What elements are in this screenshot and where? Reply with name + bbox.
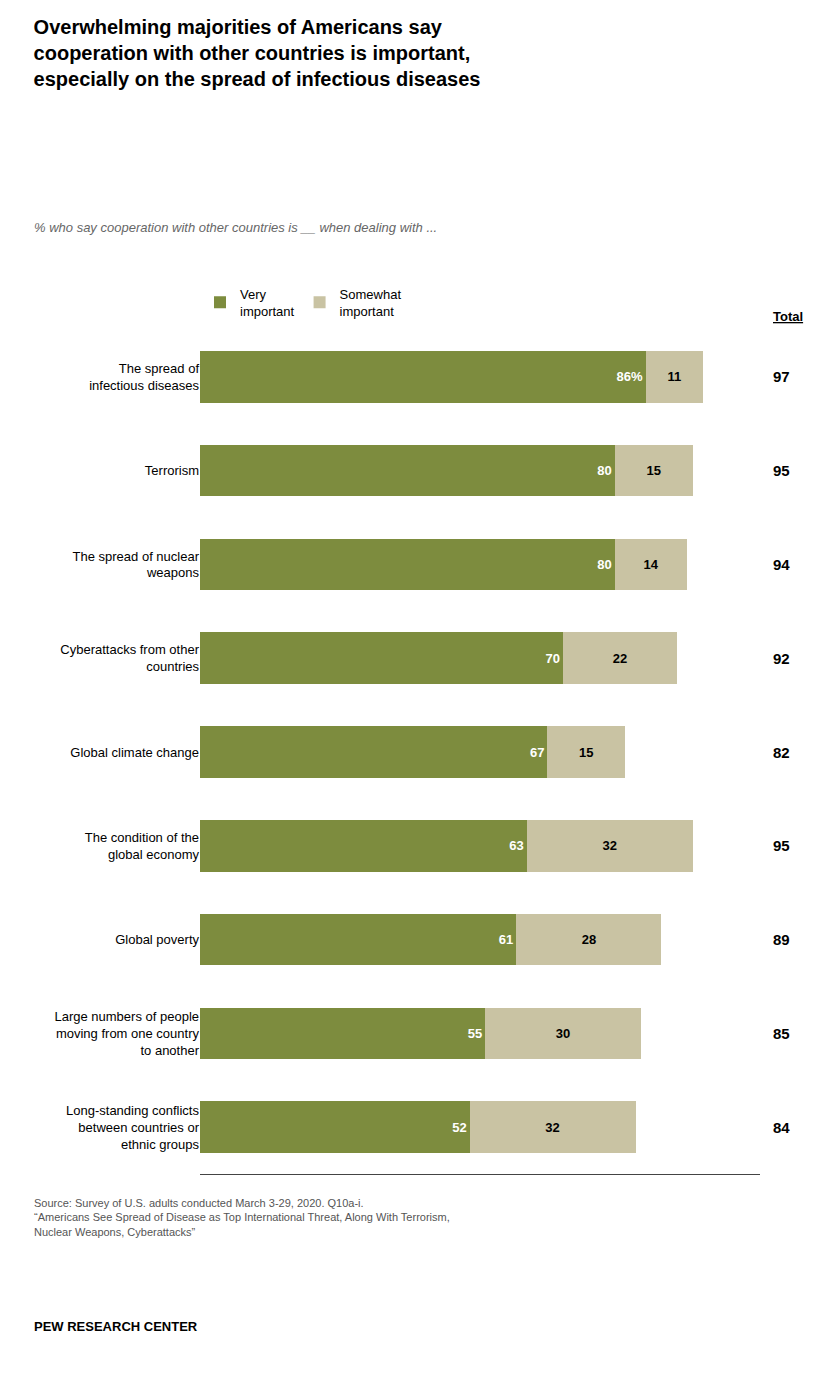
svg-text:Somewhatimportant: Somewhatimportant [340, 287, 402, 319]
svg-text:Terrorism: Terrorism [145, 463, 199, 478]
svg-text:97: 97 [773, 368, 790, 385]
svg-text:52: 52 [452, 1120, 466, 1135]
svg-text:63: 63 [509, 838, 523, 853]
svg-text:Source: Survey of U.S. adults: Source: Survey of U.S. adults conducted … [34, 1197, 450, 1238]
svg-text:61: 61 [499, 932, 513, 947]
svg-text:80: 80 [597, 557, 611, 572]
svg-text:The condition of theglobal eco: The condition of theglobal economy [85, 830, 200, 862]
svg-text:92: 92 [773, 650, 790, 667]
svg-text:84: 84 [773, 1119, 790, 1136]
svg-text:95: 95 [773, 462, 790, 479]
svg-text:15: 15 [579, 745, 593, 760]
svg-text:Global climate change: Global climate change [70, 745, 199, 760]
svg-text:30: 30 [556, 1026, 570, 1041]
svg-text:% who say cooperation with oth: % who say cooperation with other countri… [34, 220, 437, 235]
svg-text:Global poverty: Global poverty [115, 932, 199, 947]
svg-text:15: 15 [646, 463, 660, 478]
svg-text:Veryimportant: Veryimportant [240, 287, 295, 319]
svg-text:95: 95 [773, 837, 790, 854]
svg-text:86%: 86% [616, 369, 642, 384]
svg-text:14: 14 [643, 557, 658, 572]
svg-text:Overwhelming majorities of Ame: Overwhelming majorities of Americans say… [34, 16, 481, 90]
svg-text:Cyberattacks from othercountri: Cyberattacks from othercountries [60, 642, 199, 674]
svg-text:55: 55 [468, 1026, 482, 1041]
svg-text:22: 22 [613, 651, 627, 666]
svg-text:89: 89 [773, 931, 790, 948]
svg-text:94: 94 [773, 556, 790, 573]
svg-text:The spread ofinfectious diseas: The spread ofinfectious diseases [89, 361, 199, 393]
svg-text:32: 32 [602, 838, 616, 853]
svg-text:The spread of nuclearweapons: The spread of nuclearweapons [73, 549, 200, 581]
svg-text:11: 11 [668, 369, 682, 384]
svg-text:82: 82 [773, 744, 790, 761]
svg-text:Total: Total [773, 309, 803, 324]
svg-text:67: 67 [530, 745, 544, 760]
svg-text:Large numbers of peoplemoving: Large numbers of peoplemoving from one c… [54, 1009, 199, 1058]
svg-text:28: 28 [582, 932, 596, 947]
svg-text:PEW RESEARCH CENTER: PEW RESEARCH CENTER [34, 1319, 198, 1334]
svg-text:85: 85 [773, 1025, 790, 1042]
svg-text:80: 80 [597, 463, 611, 478]
svg-text:Long-standing conflictsbetween: Long-standing conflictsbetween countries… [66, 1103, 200, 1152]
svg-text:32: 32 [545, 1120, 559, 1135]
svg-text:70: 70 [545, 651, 559, 666]
